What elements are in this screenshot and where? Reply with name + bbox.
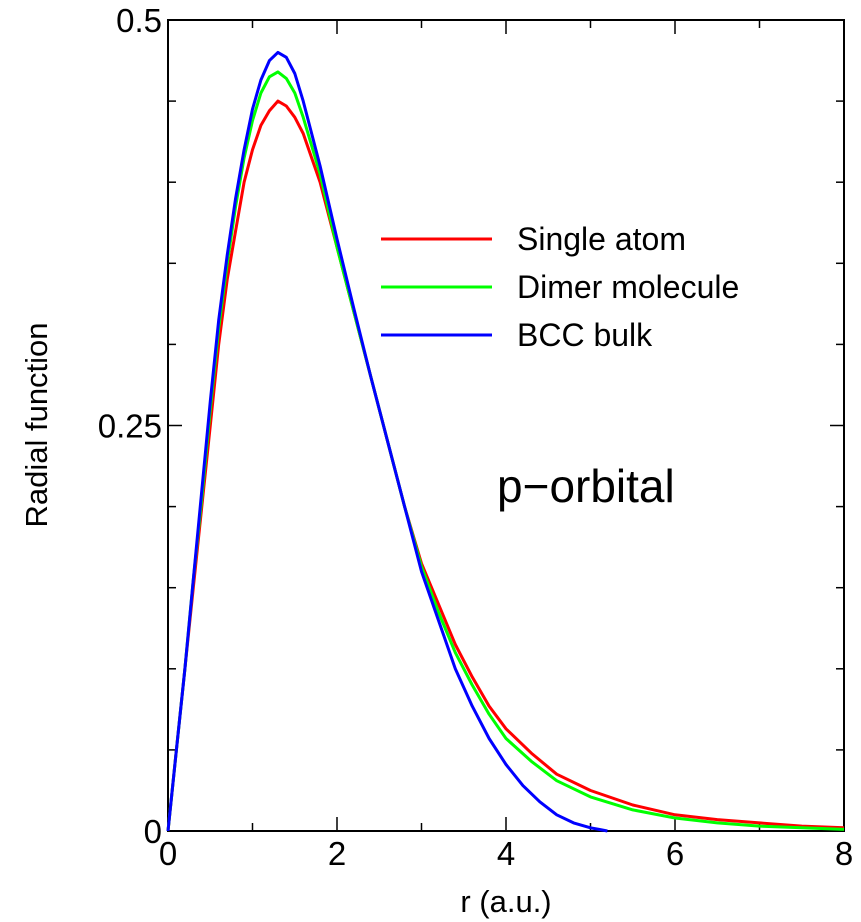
plot-frame [167, 19, 845, 832]
series-lines [166, 50, 845, 833]
x-tick-label: 6 [666, 835, 684, 872]
x-tick-label: 4 [497, 835, 515, 872]
series-line-dimer-molecule [166, 70, 845, 832]
orbital-annotation: p−orbital [497, 460, 675, 512]
y-tick-label: 0 [144, 813, 162, 850]
x-tick-label: 0 [159, 835, 177, 872]
y-axis-title: Radial function [19, 322, 54, 527]
major-ticks [167, 19, 845, 832]
x-tick-label: 2 [328, 835, 346, 872]
x-tick-labels: 0 2 4 6 8 [159, 835, 853, 872]
x-axis-title: r (a.u.) [460, 884, 551, 919]
y-tick-labels: 0 0.25 0.5 [98, 2, 162, 850]
x-tick-label: 8 [835, 835, 853, 872]
series-line-bcc-bulk [166, 50, 608, 833]
legend-label-dimer-molecule: Dimer molecule [517, 269, 739, 305]
legend-label-single-atom: Single atom [517, 221, 686, 257]
legend: Single atom Dimer molecule BCC bulk [381, 221, 739, 353]
minor-ticks [168, 20, 844, 831]
y-tick-label: 0.25 [98, 408, 162, 445]
y-tick-label: 0.5 [116, 2, 162, 39]
legend-label-bcc-bulk: BCC bulk [517, 317, 653, 353]
